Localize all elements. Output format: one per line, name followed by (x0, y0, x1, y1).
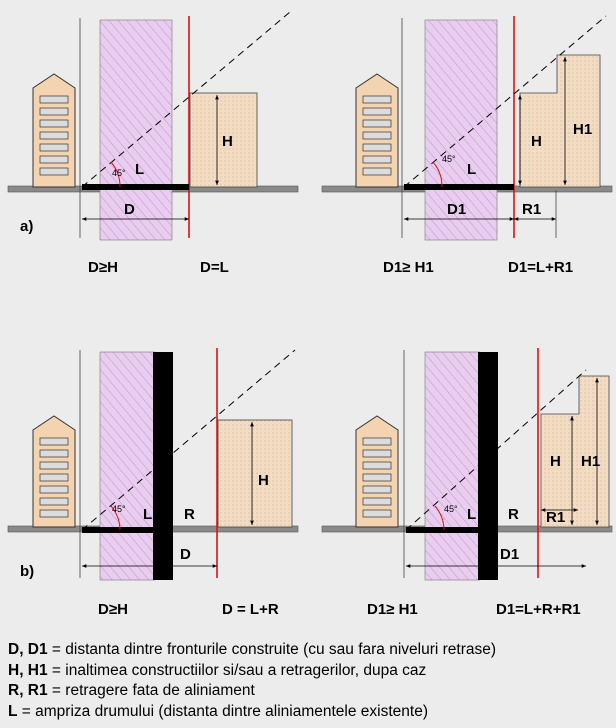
legend-term: L (8, 702, 18, 720)
label-h1: H1 (581, 453, 600, 470)
label-r: R (508, 506, 519, 523)
caption-formula: D1=L+R+R1 (496, 601, 581, 618)
legend-row-height: H, H1 = inaltimea constructiilor si/sau … (8, 661, 616, 682)
legend-row-setback: R, R1 = retragere fata de aliniament (8, 681, 616, 702)
legend-text: = retragere fata de aliniament (47, 682, 255, 699)
opposite-building-setback (540, 375, 610, 528)
road-strip (424, 351, 481, 581)
diagram-a-left: 45° L H D a) D≥H D=L (7, 11, 299, 276)
label-h: H (531, 133, 542, 150)
angle-label: 45° (112, 504, 126, 514)
opposite-building (189, 92, 258, 188)
label-l: L (467, 506, 476, 523)
label-h: H (550, 453, 561, 470)
opposite-building (217, 419, 293, 528)
caption-formula: D1=L+R1 (508, 259, 573, 276)
building-front-wall (478, 352, 498, 580)
label-r: R (184, 506, 195, 523)
panel-label-a: a) (20, 218, 33, 235)
road-strip (99, 351, 156, 581)
panel-label-b: b) (20, 563, 34, 580)
diagram-a-right: 45° L H H1 D1 R1 D1≥ H1 D1=L+R1 (321, 15, 613, 276)
label-l: L (143, 506, 152, 523)
house-icon (32, 73, 76, 188)
label-d1: D1 (447, 201, 466, 218)
angle-label: 45° (442, 154, 456, 164)
label-h: H (222, 133, 233, 150)
house-icon (355, 415, 399, 528)
angle-arc (432, 161, 443, 188)
caption-condition: D≥H (98, 601, 128, 618)
label-d: D (124, 201, 135, 218)
legend-text: = distanta dintre fronturile construite … (47, 641, 497, 658)
label-d: D (180, 546, 191, 563)
angle-arc (110, 161, 121, 188)
label-l: L (135, 161, 144, 178)
house-icon (32, 415, 76, 528)
legend-row-road: L = ampriza drumului (distanta dintre al… (8, 702, 616, 723)
legend: D, D1 = distanta dintre fronturile const… (8, 640, 616, 722)
label-d1: D1 (500, 546, 519, 563)
label-h: H (258, 472, 269, 489)
legend-text: = ampriza drumului (distanta dintre alin… (17, 702, 428, 720)
label-l: L (467, 161, 476, 178)
setback-45-line (403, 15, 607, 188)
legend-row-distance: D, D1 = distanta dintre fronturile const… (8, 640, 616, 661)
angle-label: 45° (444, 504, 458, 514)
caption-condition: D1≥ H1 (367, 601, 418, 618)
road-strip (424, 19, 498, 241)
diagram-b-left: 45° L R H D b) D≥H D = L+R (7, 348, 299, 618)
angle-arc (110, 505, 121, 531)
building-front-wall (153, 352, 173, 580)
caption-condition: D1≥ H1 (383, 259, 434, 276)
legend-term: D, D1 (8, 641, 48, 658)
setback-45-line (81, 349, 296, 531)
road-strip (99, 19, 173, 241)
angle-label: 45° (112, 168, 126, 178)
opposite-building-setback (519, 54, 601, 188)
legend-term: R, R1 (8, 682, 48, 699)
caption-formula: D=L (200, 259, 229, 276)
label-r1: R1 (522, 201, 541, 218)
legend-term: H, H1 (8, 661, 48, 679)
label-r1: R1 (546, 509, 565, 526)
caption-formula: D = L+R (222, 601, 279, 618)
legend-text: = inaltimea constructiilor si/sau a retr… (47, 661, 427, 679)
angle-arc (434, 505, 445, 531)
diagram-b-right: 45° L R R1 H H1 D1 D1≥ H1 D1=L+R+R1 (321, 348, 613, 618)
setback-45-line (81, 11, 291, 188)
setback-45-line (405, 369, 587, 531)
label-h1: H1 (573, 121, 592, 138)
caption-condition: D≥H (88, 259, 118, 276)
house-icon (355, 73, 399, 188)
